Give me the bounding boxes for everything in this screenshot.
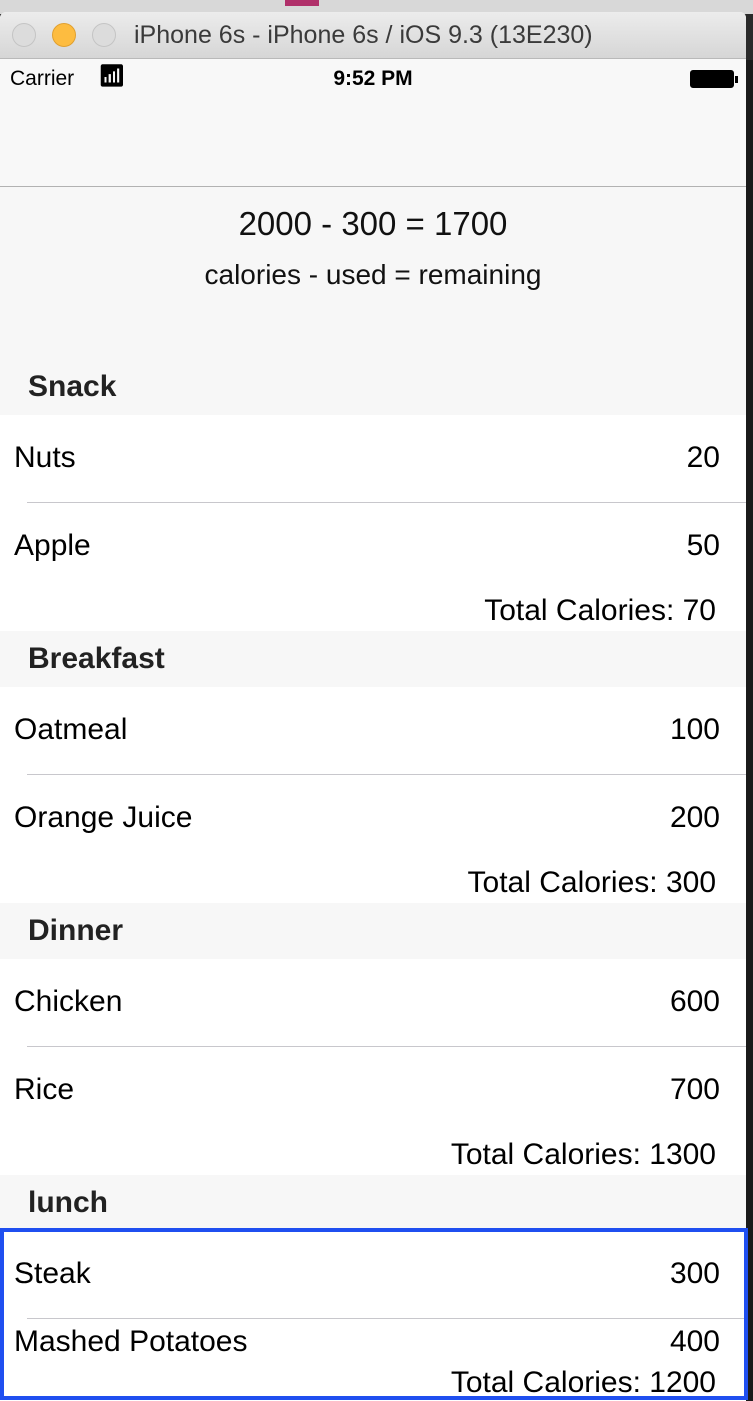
table-row[interactable]: Chicken 600 bbox=[0, 959, 746, 1047]
table-row[interactable]: Oatmeal 100 bbox=[0, 687, 746, 775]
food-calories: 300 bbox=[669, 1257, 720, 1290]
section-header: Dinner bbox=[28, 914, 124, 947]
carrier-label: Carrier bbox=[10, 67, 75, 90]
food-calories: 50 bbox=[686, 529, 720, 562]
calorie-summary: 2000 - 300 = 1700 calories - used = rema… bbox=[0, 187, 746, 331]
navigation-bar bbox=[0, 99, 746, 187]
minimize-button[interactable] bbox=[52, 23, 76, 47]
section-header: Breakfast bbox=[28, 642, 165, 675]
window-edge bbox=[746, 60, 753, 1401]
section-footer-total: Total Calories: 70 bbox=[0, 591, 746, 631]
calorie-equation-label: calories - used = remaining bbox=[204, 259, 542, 290]
close-button[interactable] bbox=[12, 23, 36, 47]
wifi-icon: 📶︎ bbox=[98, 63, 126, 88]
table-row[interactable]: Nuts 20 bbox=[0, 415, 746, 503]
food-calories: 20 bbox=[686, 441, 720, 474]
food-name: Chicken bbox=[14, 985, 123, 1018]
table-row[interactable]: Rice 700 bbox=[0, 1047, 746, 1135]
food-name: Orange Juice bbox=[14, 801, 193, 834]
calorie-equation: 2000 - 300 = 1700 bbox=[238, 205, 508, 242]
section-footer-total: Total Calories: 300 bbox=[0, 863, 746, 903]
meal-table[interactable]: Snack Nuts 20 Apple 50 Total Calories: 70 Brea… bbox=[0, 331, 746, 1401]
table-row[interactable]: Apple 50 bbox=[0, 503, 746, 591]
table-row[interactable]: Mashed Potatoes 400 bbox=[0, 1319, 746, 1363]
window-title: iPhone 6s - iPhone 6s / iOS 9.3 (13E230) bbox=[134, 20, 593, 49]
food-name: Nuts bbox=[14, 441, 76, 474]
section-footer-total: Total Calories: 1200 bbox=[0, 1363, 746, 1401]
status-time: 9:52 PM bbox=[333, 67, 413, 90]
title-bar: iPhone 6s - iPhone 6s / iOS 9.3 (13E230) bbox=[0, 12, 746, 59]
section-footer-total: Total Calories: 1300 bbox=[0, 1135, 746, 1175]
battery-icon bbox=[690, 70, 738, 88]
section-header: Snack bbox=[28, 370, 117, 403]
desktop-item bbox=[285, 0, 319, 6]
food-calories: 400 bbox=[669, 1325, 720, 1358]
food-calories: 200 bbox=[669, 801, 720, 834]
simulator-window: iPhone 6s - iPhone 6s / iOS 9.3 (13E230)… bbox=[0, 12, 746, 1401]
food-name: Rice bbox=[14, 1073, 75, 1106]
status-bar: Carrier 📶︎ 9:52 PM bbox=[0, 59, 746, 99]
food-name: Oatmeal bbox=[14, 713, 128, 746]
food-name: Apple bbox=[14, 529, 91, 562]
table-row[interactable]: Steak 300 bbox=[0, 1231, 746, 1319]
food-calories: 100 bbox=[669, 713, 720, 746]
desktop-strip bbox=[0, 0, 753, 14]
food-calories: 600 bbox=[669, 985, 720, 1018]
food-calories: 700 bbox=[669, 1073, 720, 1106]
zoom-button[interactable] bbox=[92, 23, 116, 47]
food-name: Mashed Potatoes bbox=[14, 1325, 248, 1358]
section-header: lunch bbox=[28, 1186, 108, 1219]
table-row[interactable]: Orange Juice 200 bbox=[0, 775, 746, 863]
food-name: Steak bbox=[14, 1257, 91, 1290]
